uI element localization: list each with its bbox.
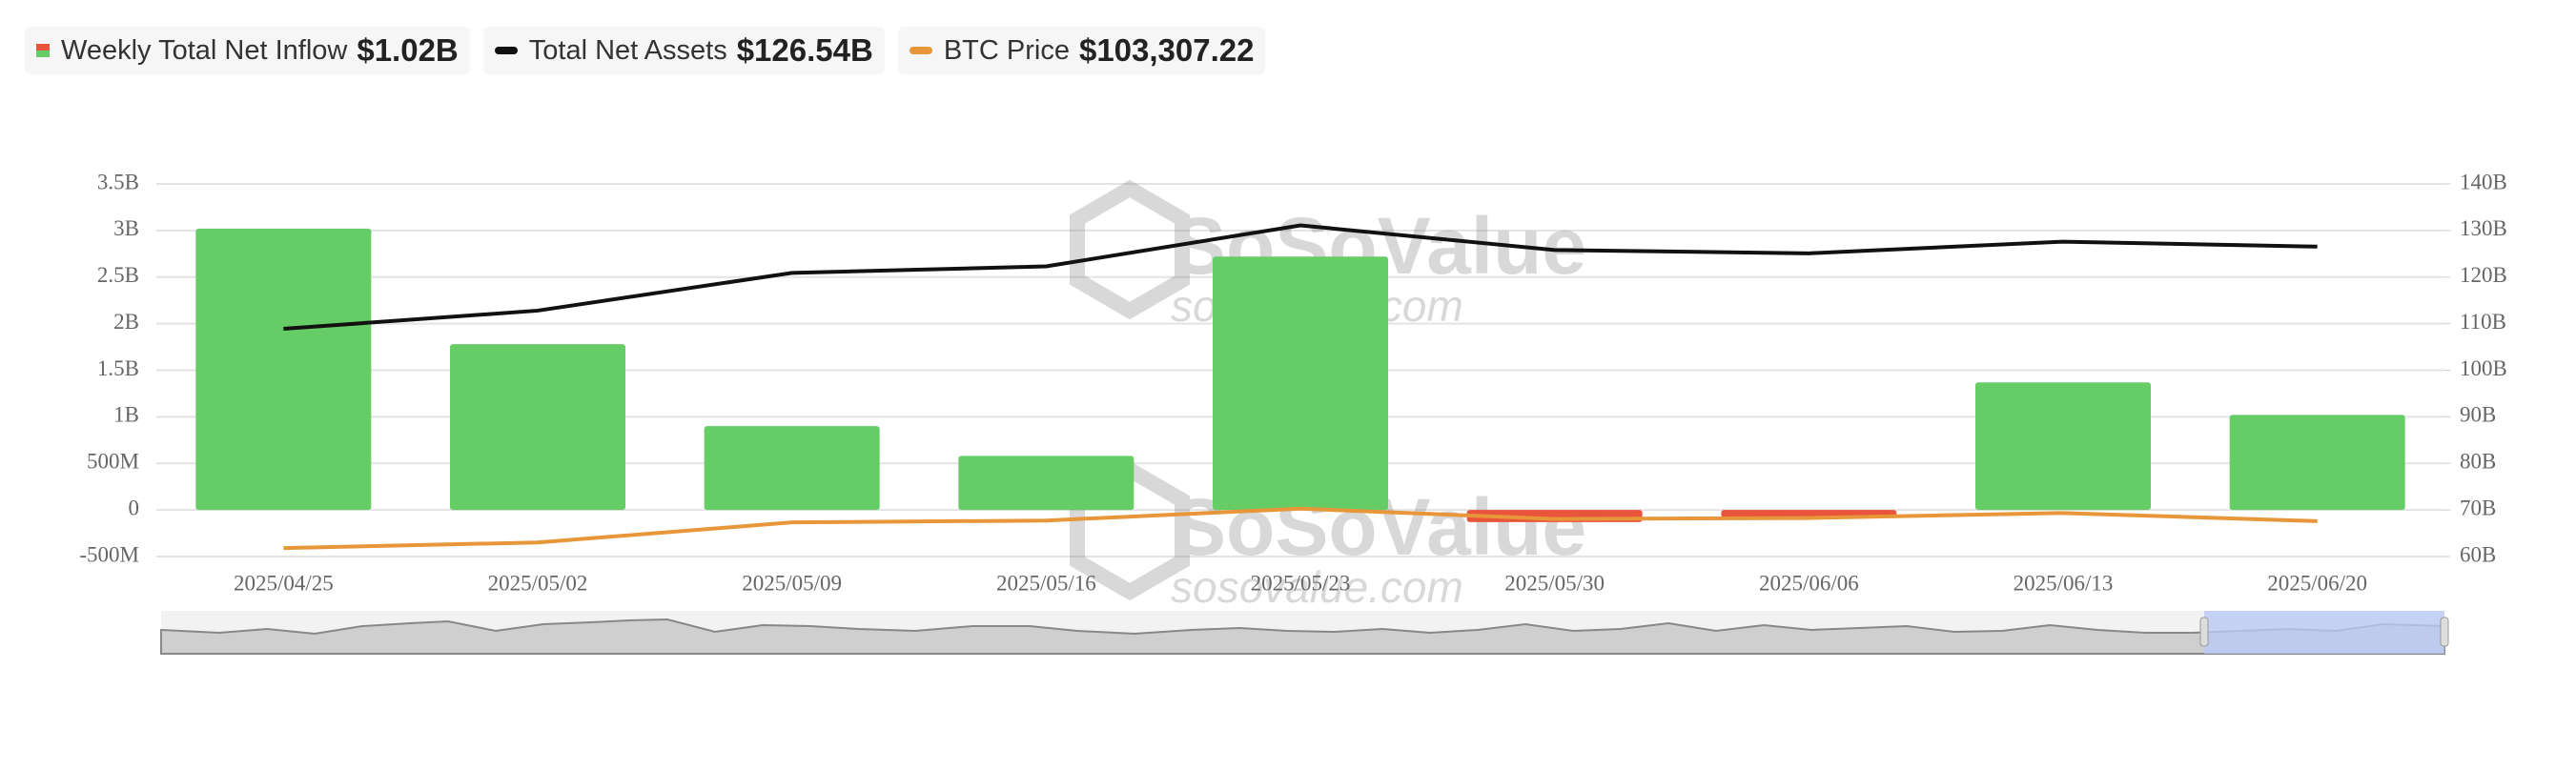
y2-tick-label: 120B: [2460, 263, 2507, 287]
line: [283, 223, 2318, 331]
legend-label: BTC Price: [943, 34, 1070, 66]
line: [283, 506, 2318, 551]
navigator: [160, 611, 2449, 655]
x-tick-label: 2025/06/13: [2014, 571, 2114, 595]
y-tick-label: -500M: [79, 542, 139, 566]
x-tick-label: 2025/06/06: [1759, 571, 1859, 595]
bar: [704, 426, 880, 511]
y2-tick-label: 100B: [2460, 356, 2507, 380]
x-tick-label: 2025/05/23: [1251, 571, 1351, 595]
y2-tick-label: 70B: [2460, 496, 2496, 519]
x-tick-label: 2025/06/20: [2267, 571, 2367, 595]
legend-item: Total Net Assets $126.54B: [482, 27, 885, 74]
y2-tick-label: 60B: [2460, 542, 2496, 566]
navigator-area: [160, 618, 2445, 655]
legend-item: BTC Price $103,307.22: [897, 27, 1266, 74]
legend-label: Total Net Assets: [528, 34, 727, 66]
legend-marker: [909, 47, 932, 54]
legend-item: Weekly Total Net Inflow $1.02B: [25, 27, 470, 74]
y2-tick-label: 110B: [2460, 310, 2506, 334]
bar: [2229, 415, 2405, 511]
navigator-selection[interactable]: [2204, 611, 2444, 654]
legend-marker: [36, 44, 50, 57]
y-tick-label: 2.5B: [97, 263, 139, 287]
x-tick-label: 2025/05/30: [1504, 571, 1605, 595]
x-tick-label: 2025/04/25: [234, 571, 334, 595]
x-tick-label: 2025/05/09: [742, 571, 842, 595]
x-tick-label: 2025/05/16: [996, 571, 1096, 595]
navigator-handle[interactable]: [2440, 617, 2449, 647]
y-tick-label: 500M: [87, 450, 139, 474]
legend-value: $1.02B: [357, 32, 459, 68]
bar: [958, 456, 1135, 511]
y2-tick-label: 80B: [2460, 450, 2496, 474]
y-tick-label: 0: [129, 496, 140, 519]
x-tick-label: 2025/05/02: [488, 571, 588, 595]
y2-tick-label: 130B: [2460, 216, 2507, 240]
watermark-logo: [1070, 179, 1190, 320]
bar: [1975, 382, 2151, 511]
legend: Weekly Total Net Inflow $1.02B Total Net A…: [25, 27, 1266, 74]
y-tick-label: 1B: [113, 403, 139, 427]
bar: [195, 228, 372, 511]
bar: [450, 344, 625, 511]
y-tick-label: 2B: [113, 310, 139, 334]
legend-label: Weekly Total Net Inflow: [61, 34, 348, 66]
legend-value: $103,307.22: [1078, 32, 1255, 68]
watermark-url: sosovalue.com: [1171, 562, 1463, 612]
legend-marker: [494, 47, 518, 54]
y2-tick-label: 90B: [2460, 403, 2496, 427]
bar: [1213, 256, 1388, 511]
y2-tick-label: 140B: [2460, 170, 2507, 193]
navigator-handle[interactable]: [2199, 617, 2209, 647]
y-tick-label: 3B: [113, 216, 139, 240]
y-tick-label: 1.5B: [97, 356, 139, 380]
y-tick-label: 3.5B: [97, 170, 139, 193]
legend-value: $126.54B: [736, 32, 873, 68]
